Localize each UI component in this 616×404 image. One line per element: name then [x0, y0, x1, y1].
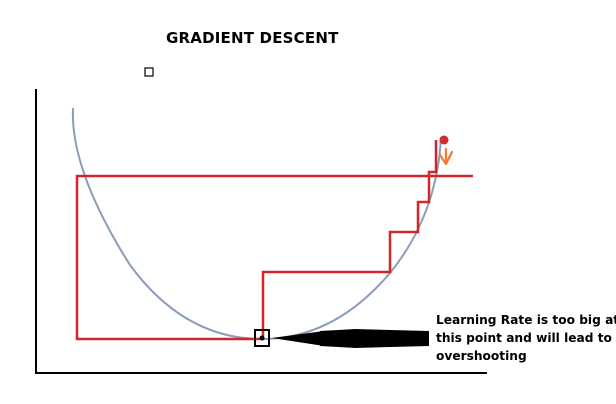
- red-ball-icon: [439, 135, 449, 145]
- axes: [35, 89, 487, 374]
- annotation-line-3: overshooting: [436, 349, 527, 363]
- loss-curve: [71, 107, 442, 341]
- annotation-line-2: this point and will lead to: [436, 331, 612, 345]
- annotation-line-1: Learning Rate is too big at: [436, 313, 616, 327]
- orange-down-arrow-icon: [438, 147, 454, 166]
- annotation-text: Learning Rate is too big at this point a…: [436, 311, 616, 365]
- small-square-icon: [144, 67, 154, 77]
- gradient-steps: [75, 140, 473, 341]
- boxed-dot-marker-icon: [254, 329, 270, 347]
- diagram-title: GRADIENT DESCENT: [166, 29, 339, 47]
- black-pointer-arrow-icon: [272, 329, 429, 348]
